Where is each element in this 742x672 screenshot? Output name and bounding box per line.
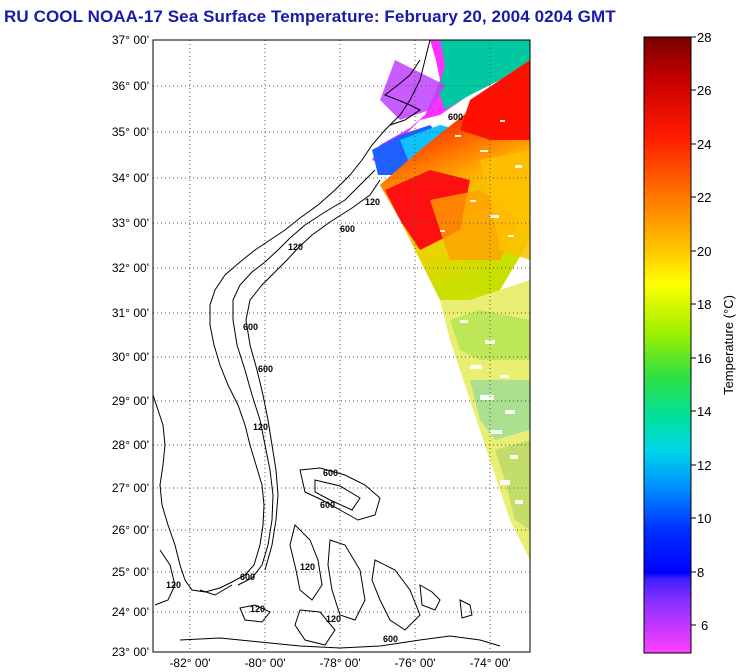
- contour-label: 120: [288, 242, 303, 252]
- lat-label: 36° 00': [112, 79, 149, 93]
- lat-label: 30° 00': [112, 350, 149, 364]
- lat-label: 37° 00': [112, 33, 149, 47]
- lon-label: -80° 00': [244, 656, 285, 670]
- colorbar-label: Temperature (°C): [721, 295, 736, 395]
- contour-label: 600: [323, 468, 338, 478]
- colorbar-ticks: [691, 36, 696, 626]
- contour-label: 600: [340, 224, 355, 234]
- lon-label: -82° 00': [169, 656, 210, 670]
- lat-label: 24° 00': [112, 605, 149, 619]
- lat-label: 23° 00': [112, 645, 149, 659]
- colorbar-tick-label: 8: [697, 565, 704, 580]
- contour-label: 600: [448, 112, 463, 122]
- colorbar-tick-label: 10: [697, 511, 711, 526]
- colorbar-tick-label: 14: [697, 404, 711, 419]
- contour-label: 120: [253, 422, 268, 432]
- lat-label: 28° 00': [112, 438, 149, 452]
- contour-label: 600: [320, 500, 335, 510]
- lat-label: 34° 00': [112, 171, 149, 185]
- lat-label: 26° 00': [112, 523, 149, 537]
- colorbar-tick-label: 20: [697, 244, 711, 259]
- lon-label: -78° 00': [319, 656, 360, 670]
- map-gridlines: [153, 40, 530, 652]
- colorbar-tick-label: 28: [697, 30, 711, 45]
- colorbar-tick-label: 6: [701, 618, 708, 633]
- contour-label: 120: [326, 614, 341, 624]
- lat-label: 25° 00': [112, 565, 149, 579]
- colorbar-tick-label: 24: [697, 137, 711, 152]
- lat-label: 31° 00': [112, 306, 149, 320]
- contour-label: 600: [383, 634, 398, 644]
- map-title: RU COOL NOAA-17 Sea Surface Temperature:…: [4, 7, 616, 26]
- colorbar-tick-label: 26: [697, 83, 711, 98]
- contour-label: 120: [166, 580, 181, 590]
- contour-label: 120: [300, 562, 315, 572]
- contour-labels: 120 600 120 600 120 600 600 120 600 120 …: [166, 112, 463, 644]
- colorbar-tick-label: 12: [697, 458, 711, 473]
- contour-label: 120: [365, 197, 380, 207]
- map-frame: [152, 39, 531, 653]
- contour-label: 600: [240, 572, 255, 582]
- longitude-axis: -82° 00' -80° 00' -78° 00' -76° 00' -74°…: [169, 656, 510, 670]
- coastline: [153, 40, 501, 649]
- lat-label: 33° 00': [112, 216, 149, 230]
- contour-label: 600: [258, 364, 273, 374]
- lon-label: -76° 00': [394, 656, 435, 670]
- colorbar-tick-label: 22: [697, 190, 711, 205]
- latitude-axis: 37° 00' 36° 00' 35° 00' 34° 00' 33° 00' …: [112, 33, 149, 659]
- lat-label: 32° 00': [112, 261, 149, 275]
- colorbar-tick-labels: 28 26 24 22 20 18 16 14 12 10 8 6: [697, 30, 711, 633]
- contour-label: 600: [243, 322, 258, 332]
- colorbar-tick-label: 18: [697, 297, 711, 312]
- colorbar-tick-label: 16: [697, 351, 711, 366]
- lat-label: 35° 00': [112, 125, 149, 139]
- lon-label: -74° 00': [469, 656, 510, 670]
- colorbar: [643, 36, 692, 654]
- lat-label: 29° 00': [112, 394, 149, 408]
- lat-label: 27° 00': [112, 481, 149, 495]
- contour-label: 120: [250, 604, 265, 614]
